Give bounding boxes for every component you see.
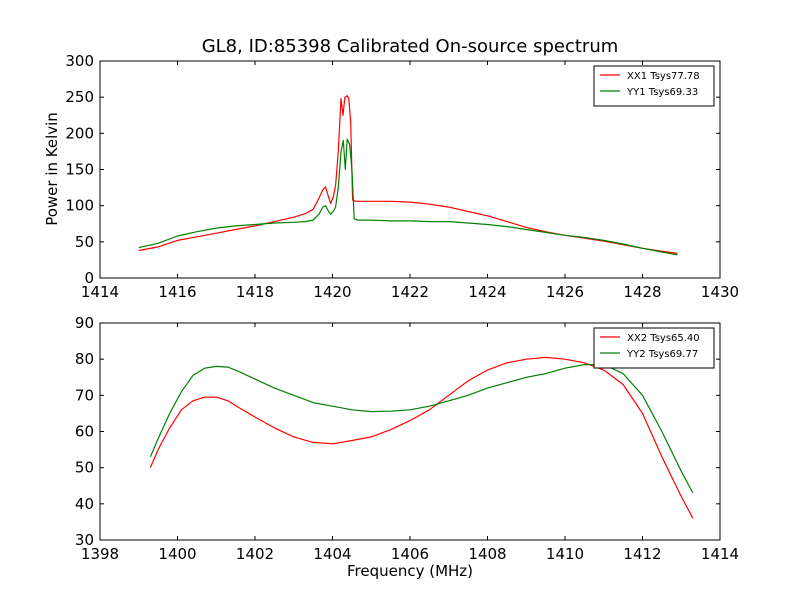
legend: XX1 Tsys77.78 YY1 Tsys69.33 <box>593 65 715 107</box>
x-tick-label: 1414 <box>701 545 739 563</box>
x-tick-label: 1412 <box>623 545 661 563</box>
legend-entry: YY1 Tsys69.33 <box>626 87 698 98</box>
y-axis-label: Power in Kelvin <box>43 112 61 226</box>
series-line-0-1 <box>138 138 678 256</box>
y-tick-label: 0 <box>84 269 94 287</box>
legend-entry: YY2 Tsys69.77 <box>626 349 698 360</box>
chart-title: GL8, ID:85398 Calibrated On-source spect… <box>202 36 619 57</box>
legend-box <box>593 65 715 107</box>
legend-box <box>593 327 715 369</box>
x-tick-label: 1410 <box>546 545 584 563</box>
x-axis-label: Frequency (MHz) <box>347 562 473 580</box>
legend-entry: XX2 Tsys65.40 <box>627 333 700 344</box>
x-tick-label: 1402 <box>236 545 274 563</box>
x-tick-label: 1400 <box>158 545 196 563</box>
x-tick-label: 1424 <box>468 283 506 301</box>
legend-entry: XX1 Tsys77.78 <box>627 71 700 82</box>
y-tick-label: 60 <box>75 423 94 441</box>
x-tick-label: 1416 <box>158 283 196 301</box>
x-tick-label: 1426 <box>546 283 584 301</box>
y-tick-label: 100 <box>65 197 94 215</box>
y-tick-label: 80 <box>75 350 94 368</box>
top-panel: 1414 1416 1418 1420 1422 1424 1426 1428 1430 0 50 1… <box>65 52 739 301</box>
x-tick-label: 1406 <box>391 545 429 563</box>
y-tick-label: 150 <box>65 161 94 179</box>
x-tick-label: 1428 <box>623 283 661 301</box>
x-tick-label: 1420 <box>313 283 351 301</box>
y-tick-label: 90 <box>75 314 94 332</box>
y-tick-label: 300 <box>65 52 94 70</box>
y-tick-label: 40 <box>75 495 94 513</box>
x-tick-label: 1418 <box>236 283 274 301</box>
y-tick-label: 70 <box>75 386 94 404</box>
y-tick-label: 250 <box>65 88 94 106</box>
y-tick-label: 50 <box>75 459 94 477</box>
y-tick-label: 30 <box>75 531 94 549</box>
y-tick-label: 50 <box>75 233 94 251</box>
x-tick-label: 1408 <box>468 545 506 563</box>
x-tick-label: 1422 <box>391 283 429 301</box>
series-line-0-0 <box>138 95 678 254</box>
x-tick-label: 1414 <box>81 283 119 301</box>
x-tick-label: 1430 <box>701 283 739 301</box>
y-tick-label: 200 <box>65 124 94 142</box>
legend: XX2 Tsys65.40 YY2 Tsys69.77 <box>593 327 715 369</box>
x-tick-label: 1404 <box>313 545 351 563</box>
bottom-panel: 1398 1400 1402 1404 1406 1408 1410 1412 1414 30 40… <box>75 314 739 563</box>
x-tick-label: 1398 <box>81 545 119 563</box>
